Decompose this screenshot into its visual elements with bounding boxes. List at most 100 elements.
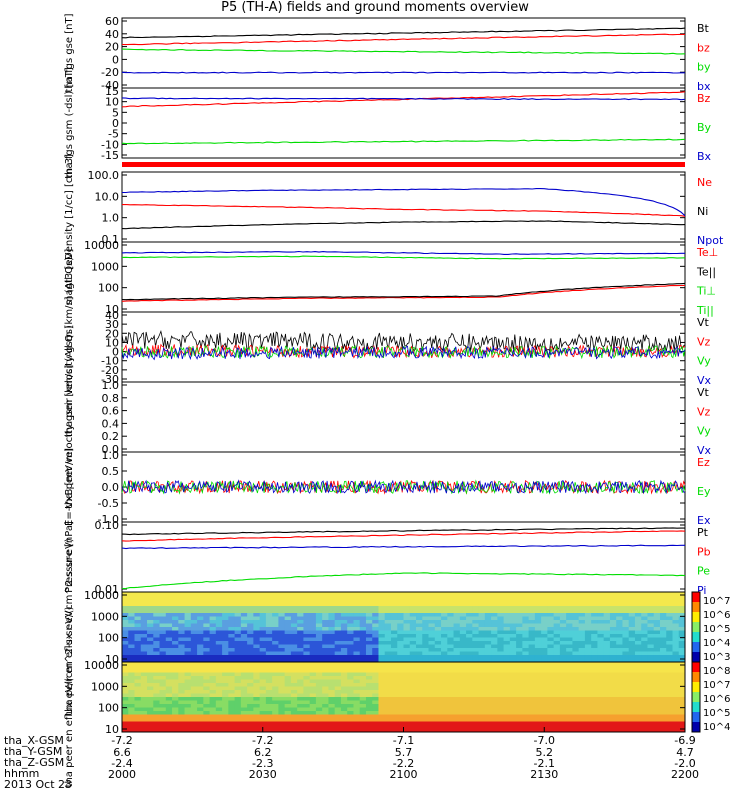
peer-velocity-ytick-label: 0.0 [102, 443, 120, 456]
fgs-gsm-series-by [121, 138, 686, 145]
temperature-legend-0: Te⊥ [696, 246, 718, 259]
density-ytick-label: 10.0 [95, 190, 120, 203]
temperature-series-te [121, 284, 685, 302]
density-legend-1: Ni [697, 205, 708, 218]
fgs-gse-ytick-label: -40 [101, 79, 119, 92]
peir-velocity-ytick-label: 40 [105, 309, 119, 322]
peer-velocity-ytick-label: 1.0 [102, 379, 120, 392]
fgs-gsm-legend-2: Bx [697, 150, 712, 163]
peer-velocity-ytick-label: 0.4 [102, 417, 120, 430]
orbit-y-value: 6.2 [254, 746, 272, 759]
pressure-series-pt [121, 527, 685, 536]
peir-velocity-ylabel: tha peir velocity gsm [km/s] (All Qs) [64, 257, 75, 438]
peir-velocity-ytick-label: -20 [101, 364, 119, 377]
orbit-x-value: -7.0 [534, 734, 555, 747]
fgs-gsm-ylabel: tha fgs gsm (-dsl) [nT] [64, 67, 75, 179]
temperature-series-ti [121, 255, 686, 260]
peir-spectrogram-colorbar-label: 10^6 [703, 610, 730, 621]
fgs-gsm-legend-1: By [697, 121, 712, 134]
fgs-gsm-ytick-label: 15 [105, 85, 119, 98]
peer-spectrogram-ytick-label: 10000 [84, 659, 119, 672]
efield-ytick-label: 0.5 [102, 465, 120, 478]
peir-velocity-series-vz [121, 343, 686, 359]
orbit-z-value: -2.2 [393, 757, 414, 770]
fgs-gsm-legend-0: Bz [697, 92, 711, 105]
orbit-label-1: tha_Y-GSM [4, 745, 62, 758]
peer-spectrogram-colorbar-frame [691, 661, 701, 733]
peir-spectrogram-colorbar-band [692, 612, 700, 623]
temperature-ytick-label: 100 [98, 282, 119, 295]
peer-spectrogram-image [122, 662, 686, 733]
efield-ytick-label: 1.0 [102, 449, 120, 462]
efield-ylabel: E=-VxB [mV/m] [64, 448, 75, 526]
peir-spectrogram-ytick-label: 1000 [91, 610, 119, 623]
fgs-gsm-ytick-label: -10 [101, 138, 119, 151]
peir-velocity-ytick-label: 20 [105, 327, 119, 340]
peer-velocity-ytick-label: 0.2 [102, 430, 120, 443]
pressure-legend-2: Pe [697, 565, 710, 578]
fgs-gsm-ytick-label: 5 [112, 106, 119, 119]
orbit-label-2: tha_Z-GSM [4, 756, 64, 769]
orbit-t-value: 2000 [108, 768, 136, 781]
density-frame [121, 171, 686, 243]
density-ytick-label: 100.0 [88, 169, 120, 182]
peir-spectrogram-colorbar-band [692, 632, 700, 643]
peir-spectrogram-colorbar-band [692, 652, 700, 663]
density-series-ne [121, 203, 686, 217]
pressure-ylabel: Pressure [nPa] [64, 521, 75, 593]
peir-spectrogram-ylabel: tha peir en eflux eV/(cm^2-s-sr-eV) [64, 538, 75, 716]
density-ylabel: Density [1/cc] [cm-3] [64, 154, 75, 260]
peer-spectrogram-colorbar-band [692, 712, 700, 723]
peir-spectrogram-ytick-label: 10000 [84, 589, 119, 602]
orbit-label-3: hhmm [4, 767, 39, 780]
peer-velocity-ylabel: tha peer velocity gsm [km/s] (All Qs) [64, 325, 75, 509]
orbit-t-value: 2200 [671, 768, 699, 781]
efield-ytick-label: -0.5 [98, 497, 119, 510]
orbit-t-value: 2130 [530, 768, 558, 781]
fgs-gse-series-bz [121, 33, 685, 46]
orbit-y-value: 5.2 [536, 746, 554, 759]
density-series-npot [122, 188, 686, 217]
peir-velocity-legend-2: Vy [697, 355, 711, 368]
orbit-z-value: -2.4 [111, 757, 132, 770]
orbit-y-value: 6.6 [113, 746, 131, 759]
pressure-series-pe [121, 572, 686, 590]
peer-velocity-ytick-label: 0.6 [102, 405, 120, 418]
peer-spectrogram-colorbar-band [692, 692, 700, 703]
peir-velocity-series-vx [121, 345, 686, 361]
peer-spectrogram-colorbar-band [692, 722, 700, 733]
pressure-series-pb [121, 530, 686, 542]
peer-spectrogram-colorbar-band [692, 672, 700, 683]
peir-spectrogram-colorbar-band [692, 642, 700, 653]
orbit-y-value: 5.7 [395, 746, 413, 759]
orbit-x-value: -6.9 [674, 734, 695, 747]
pressure-ytick-label: 0.10 [95, 519, 120, 532]
peer-spectrogram-colorbar-label: 10^5 [703, 708, 730, 719]
efield-legend-0: Ez [697, 456, 710, 469]
orbit-z-value: -2.0 [674, 757, 695, 770]
orbit-x-value: -7.1 [393, 734, 414, 747]
fgs-gse-ylabel: tha fgs gse [nT] [64, 13, 75, 92]
efield-legend-1: Ey [697, 485, 711, 498]
density-ytick-label: 1.0 [102, 212, 120, 225]
temperature-legend-2: Ti⊥ [696, 285, 716, 298]
peer-spectrogram-colorbar-label: 10^4 [703, 722, 730, 733]
temperature-ytick-label: 1000 [91, 260, 119, 273]
fgs-gse-legend-0: Bt [697, 22, 710, 35]
efield-legend-2: Ex [697, 514, 711, 527]
efield-series-ez [121, 479, 686, 495]
orbit-x-value: -7.2 [111, 734, 132, 747]
orbit-t-value: 2100 [390, 768, 418, 781]
peir-spectrogram-colorbar-label: 10^5 [703, 624, 730, 635]
peir-spectrogram-ytick-label: 100 [98, 632, 119, 645]
peer-velocity-legend-2: Vy [697, 425, 711, 438]
fgs-gse-series-bx [121, 71, 685, 74]
fgs-gsm-ytick-label: -5 [108, 128, 119, 141]
fgs-gse-series-by [121, 48, 686, 55]
peir-velocity-legend-1: Vz [697, 335, 711, 348]
peir-spectrogram-colorbar-band [692, 592, 700, 603]
fgs-gse-series-bt [121, 27, 686, 39]
fgs-gse-legend-2: by [697, 61, 711, 74]
